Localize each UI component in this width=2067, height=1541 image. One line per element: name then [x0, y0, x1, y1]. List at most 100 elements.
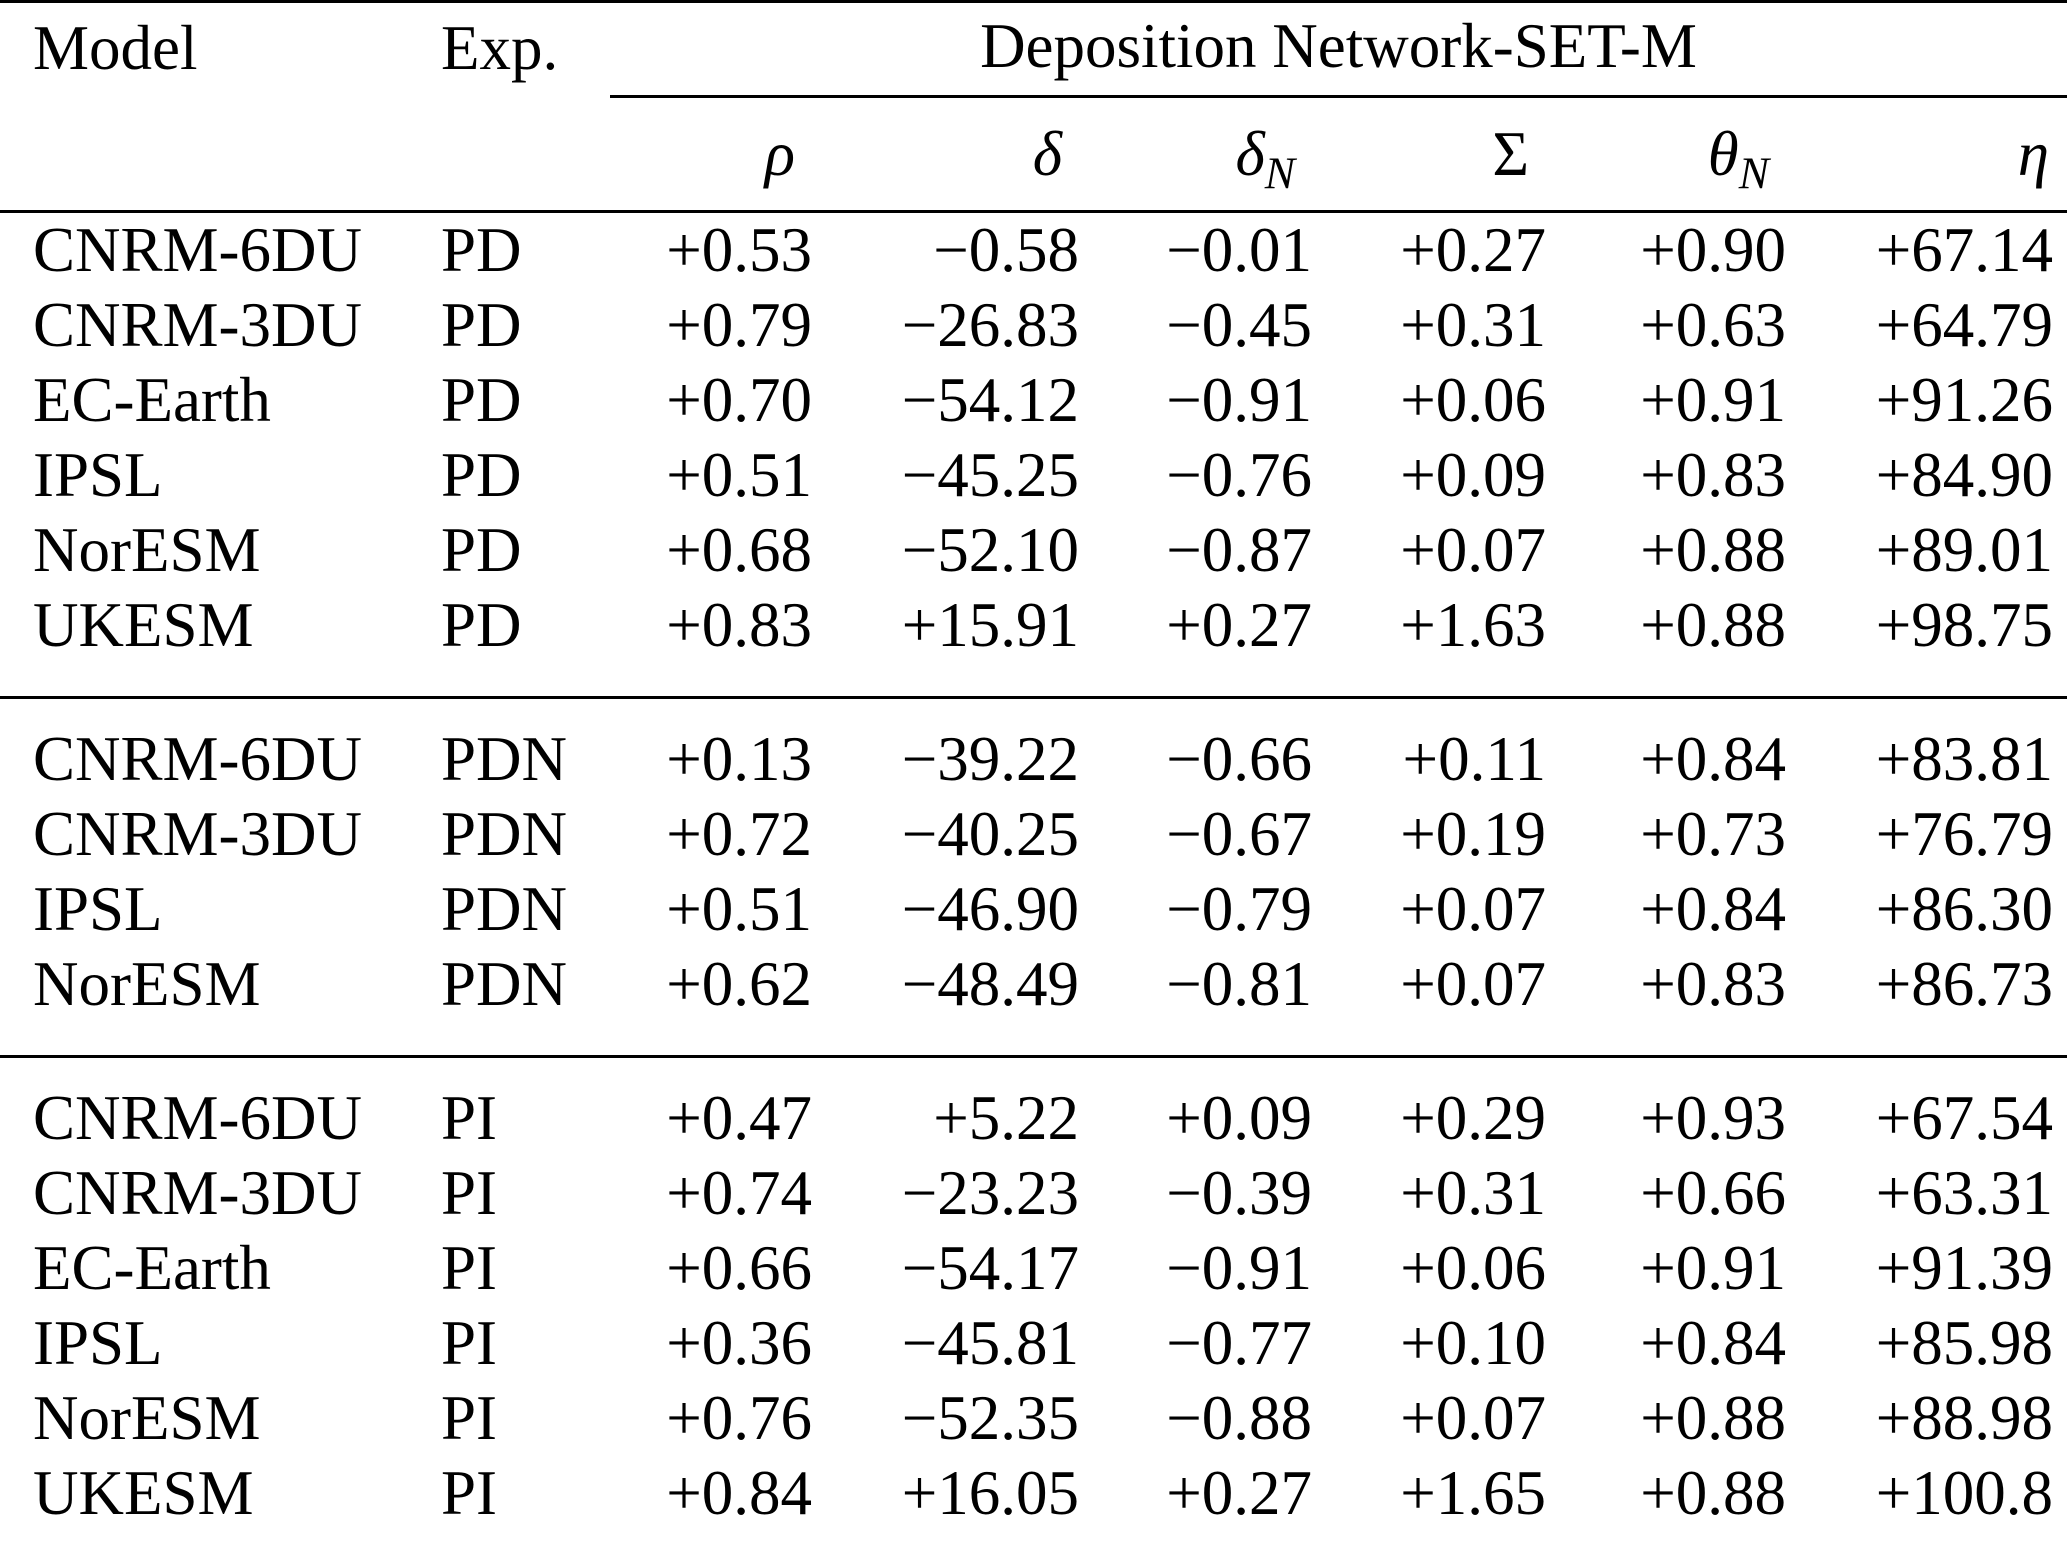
model-cell: UKESM — [33, 590, 254, 660]
header-spacer-exp — [440, 97, 610, 212]
model-cell: EC-Earth — [33, 365, 271, 435]
rho-cell: +0.72 — [666, 799, 812, 869]
table-row: NorESM PI +0.76 −52.35 −0.88 +0.07 +0.88… — [0, 1381, 2067, 1456]
model-cell: EC-Earth — [33, 1233, 271, 1303]
column-header-eta: η — [1787, 97, 2067, 212]
model-cell: NorESM — [33, 949, 261, 1019]
sigma-cell: +0.10 — [1400, 1308, 1546, 1378]
theta-n-cell: +0.84 — [1640, 1308, 1786, 1378]
theta-n-subscript: N — [1738, 148, 1769, 199]
block-pd: CNRM-6DU PD +0.53 −0.58 −0.01 +0.27 +0.9… — [0, 212, 2067, 698]
delta-cell: −54.17 — [901, 1233, 1079, 1303]
table-row: CNRM-3DU PD +0.79 −26.83 −0.45 +0.31 +0.… — [0, 288, 2067, 363]
rho-cell: +0.36 — [666, 1308, 812, 1378]
delta-cell: −39.22 — [901, 724, 1079, 794]
model-cell: IPSL — [33, 874, 163, 944]
theta-n-cell: +0.88 — [1640, 515, 1786, 585]
delta-n-cell: −0.79 — [1166, 874, 1312, 944]
delta-cell: −40.25 — [901, 799, 1079, 869]
table-row: CNRM-3DU PI +0.74 −23.23 −0.39 +0.31 +0.… — [0, 1156, 2067, 1231]
rho-cell: +0.74 — [666, 1158, 812, 1228]
eta-symbol: η — [2017, 119, 2049, 189]
delta-n-subscript: N — [1264, 148, 1295, 199]
eta-cell: +67.54 — [1875, 1083, 2053, 1153]
theta-n-cell: +0.73 — [1640, 799, 1786, 869]
theta-n-cell: +0.88 — [1640, 1383, 1786, 1453]
exp-cell: PD — [441, 440, 522, 510]
theta-n-cell: +0.83 — [1640, 440, 1786, 510]
sigma-cell: +0.27 — [1400, 215, 1546, 285]
column-header-sigma: Σ — [1313, 97, 1547, 212]
sigma-cell: +0.06 — [1400, 1233, 1546, 1303]
table-row: UKESM PI +0.84 +16.05 +0.27 +1.65 +0.88 … — [0, 1456, 2067, 1541]
sigma-cell: +0.31 — [1400, 290, 1546, 360]
delta-n-cell: −0.66 — [1166, 724, 1312, 794]
exp-cell: PD — [441, 590, 522, 660]
sigma-cell: +0.07 — [1400, 949, 1546, 1019]
delta-n-cell: +0.27 — [1166, 590, 1312, 660]
sigma-cell: +0.11 — [1402, 724, 1546, 794]
rho-cell: +0.53 — [666, 215, 812, 285]
eta-cell: +84.90 — [1875, 440, 2053, 510]
delta-cell: −0.58 — [933, 215, 1079, 285]
column-header-rho: ρ — [610, 97, 813, 212]
delta-cell: −26.83 — [901, 290, 1079, 360]
rho-cell: +0.51 — [666, 440, 812, 510]
rho-cell: +0.70 — [666, 365, 812, 435]
model-cell: CNRM-3DU — [33, 290, 363, 360]
delta-n-cell: +0.09 — [1166, 1083, 1312, 1153]
exp-cell: PDN — [441, 724, 568, 794]
exp-cell: PI — [441, 1083, 498, 1153]
theta-n-cell: +0.88 — [1640, 590, 1786, 660]
block-pi: CNRM-6DU PI +0.47 +5.22 +0.09 +0.29 +0.9… — [0, 1056, 2067, 1541]
header-row-symbols: ρ δ δN Σ θN η — [0, 97, 2067, 212]
rho-cell: +0.84 — [666, 1458, 812, 1528]
eta-cell: +86.30 — [1875, 874, 2053, 944]
sigma-symbol: Σ — [1492, 119, 1529, 189]
delta-n-cell: −0.01 — [1166, 215, 1312, 285]
table-row: NorESM PD +0.68 −52.10 −0.87 +0.07 +0.88… — [0, 513, 2067, 588]
column-group-header: Deposition Network-SET-M — [610, 1, 2067, 98]
model-cell: UKESM — [33, 1458, 254, 1528]
theta-n-cell: +0.63 — [1640, 290, 1786, 360]
theta-n-cell: +0.84 — [1640, 874, 1786, 944]
column-header-theta-n: θN — [1547, 97, 1787, 212]
sigma-cell: +1.63 — [1400, 590, 1546, 660]
header-spacer-model — [0, 97, 440, 212]
delta-n-cell: −0.91 — [1166, 365, 1312, 435]
theta-n-cell: +0.88 — [1640, 1458, 1786, 1528]
table-row: CNRM-3DU PDN +0.72 −40.25 −0.67 +0.19 +0… — [0, 797, 2067, 872]
delta-cell: −54.12 — [901, 365, 1079, 435]
exp-cell: PD — [441, 290, 522, 360]
model-cell: CNRM-6DU — [33, 215, 363, 285]
sigma-cell: +1.65 — [1400, 1458, 1546, 1528]
eta-cell: +86.73 — [1875, 949, 2053, 1019]
table-row: IPSL PDN +0.51 −46.90 −0.79 +0.07 +0.84 … — [0, 872, 2067, 947]
table-row: CNRM-6DU PD +0.53 −0.58 −0.01 +0.27 +0.9… — [0, 212, 2067, 289]
delta-cell: −46.90 — [901, 874, 1079, 944]
eta-cell: +85.98 — [1875, 1308, 2053, 1378]
table-header: Model Exp. Deposition Network-SET-M ρ δ … — [0, 1, 2067, 212]
theta-n-cell: +0.83 — [1640, 949, 1786, 1019]
exp-cell: PD — [441, 215, 522, 285]
sigma-cell: +0.29 — [1400, 1083, 1546, 1153]
exp-cell: PI — [441, 1158, 498, 1228]
eta-cell: +76.79 — [1875, 799, 2053, 869]
exp-cell: PD — [441, 515, 522, 585]
theta-n-cell: +0.93 — [1640, 1083, 1786, 1153]
sigma-cell: +0.07 — [1400, 1383, 1546, 1453]
delta-cell: −45.81 — [901, 1308, 1079, 1378]
table-row: EC-Earth PI +0.66 −54.17 −0.91 +0.06 +0.… — [0, 1231, 2067, 1306]
theta-n-cell: +0.90 — [1640, 215, 1786, 285]
rho-cell: +0.79 — [666, 290, 812, 360]
column-header-delta: δ — [813, 97, 1080, 212]
exp-cell: PD — [441, 365, 522, 435]
column-header-model: Model — [33, 12, 198, 83]
table-row: IPSL PD +0.51 −45.25 −0.76 +0.09 +0.83 +… — [0, 438, 2067, 513]
delta-n-cell: −0.91 — [1166, 1233, 1312, 1303]
rho-cell: +0.83 — [666, 590, 812, 660]
eta-cell: +100.8 — [1875, 1458, 2053, 1528]
delta-cell: −48.49 — [901, 949, 1079, 1019]
delta-n-cell: −0.67 — [1166, 799, 1312, 869]
